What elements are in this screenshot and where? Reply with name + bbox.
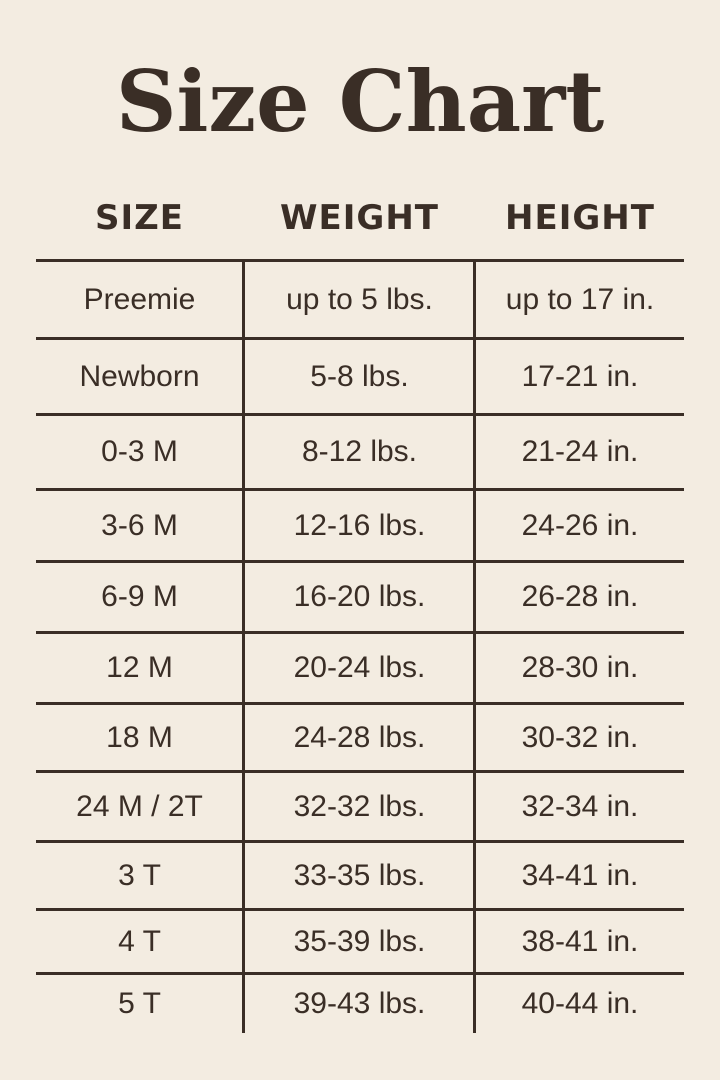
column-divider: [473, 260, 476, 1033]
row-divider: [36, 413, 684, 416]
size-cell: 24 M / 2T: [76, 789, 203, 823]
weight-cell: up to 5 lbs.: [286, 282, 433, 316]
column-header-size: SIZE: [94, 198, 185, 238]
size-cell: 18 M: [106, 720, 173, 754]
size-cell: 3 T: [118, 858, 161, 892]
weight-cell: 16-20 lbs.: [293, 580, 426, 613]
weight-cell: 24-28 lbs.: [293, 720, 426, 754]
row-divider: [36, 770, 684, 773]
column-header-height: HEIGHT: [505, 198, 655, 238]
size-cell: Newborn: [79, 359, 200, 393]
height-cell: 24-26 in.: [521, 508, 639, 542]
size-cell: 5 T: [118, 987, 161, 1020]
row-divider: [36, 259, 684, 262]
weight-cell: 20-24 lbs.: [293, 651, 426, 684]
size-cell: 12 M: [106, 651, 173, 684]
weight-cell: 32-32 lbs.: [293, 789, 426, 823]
row-divider: [36, 337, 684, 340]
weight-cell: 33-35 lbs.: [293, 858, 426, 892]
column-divider: [242, 260, 245, 1033]
height-cell: 28-30 in.: [521, 651, 639, 684]
row-divider: [36, 631, 684, 634]
row-divider: [36, 702, 684, 705]
size-cell: 4 T: [118, 924, 161, 958]
size-cell: 6-9 M: [101, 580, 178, 613]
height-cell: 30-32 in.: [521, 720, 639, 754]
size-cell: 0-3 M: [101, 435, 178, 468]
weight-cell: 8-12 lbs.: [301, 435, 418, 468]
row-divider: [36, 840, 684, 843]
row-divider: [36, 560, 684, 563]
size-cell: Preemie: [83, 282, 196, 316]
height-cell: 38-41 in.: [521, 924, 639, 958]
weight-cell: 12-16 lbs.: [293, 508, 426, 542]
height-cell: 21-24 in.: [521, 435, 639, 468]
height-cell: 26-28 in.: [521, 580, 639, 613]
weight-cell: 39-43 lbs.: [293, 987, 426, 1020]
weight-cell: 5-8 lbs.: [310, 359, 409, 393]
row-divider: [36, 972, 684, 975]
height-cell: 34-41 in.: [521, 858, 639, 892]
row-divider: [36, 908, 684, 911]
row-divider: [36, 488, 684, 491]
height-cell: 32-34 in.: [521, 789, 639, 823]
weight-cell: 35-39 lbs.: [293, 924, 426, 958]
size-cell: 3-6 M: [101, 508, 178, 542]
page-title: Size Chart: [115, 52, 605, 151]
height-cell: 17-21 in.: [521, 359, 639, 393]
height-cell: up to 17 in.: [505, 282, 655, 316]
column-header-weight: WEIGHT: [280, 198, 439, 238]
height-cell: 40-44 in.: [521, 987, 639, 1020]
